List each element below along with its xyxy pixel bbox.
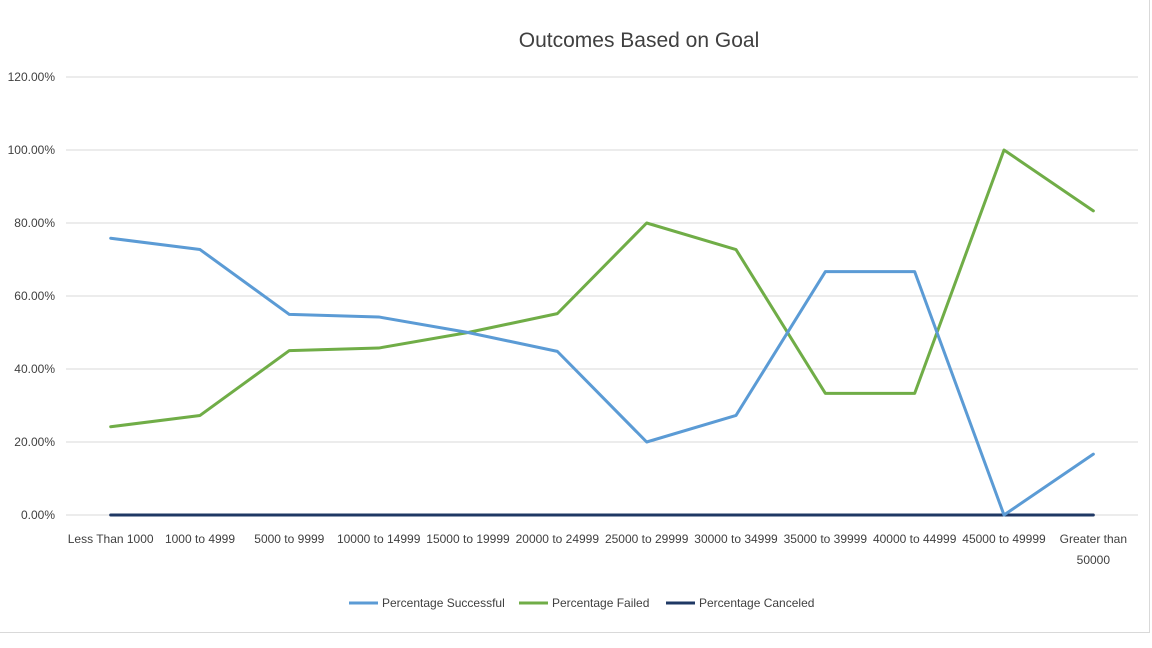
legend-label: Percentage Failed — [552, 596, 649, 610]
series-line-percentage-failed — [109, 148, 1095, 429]
gridlines — [66, 76, 1138, 516]
y-tick-label: 0.00% — [21, 508, 55, 522]
y-tick-label: 80.00% — [14, 216, 55, 230]
y-tick-label: 40.00% — [14, 362, 55, 376]
x-axis-ticks: Less Than 1000 1000 to 4999 5000 to 9999 10… — [68, 532, 1127, 567]
x-tick-label: 1000 to 4999 — [165, 532, 235, 546]
x-tick-label: 15000 to 19999 — [426, 532, 510, 546]
series-line-percentage-successful — [109, 236, 1095, 517]
x-tick-label: 35000 to 39999 — [784, 532, 868, 546]
y-tick-label: 100.00% — [8, 143, 56, 157]
x-tick-label: 25000 to 29999 — [605, 532, 689, 546]
x-tick-label: Less Than 1000 — [68, 532, 154, 546]
x-tick-label: 40000 to 44999 — [873, 532, 957, 546]
x-tick-label: 20000 to 24999 — [516, 532, 600, 546]
legend-label: Percentage Successful — [382, 596, 505, 610]
y-tick-label: 60.00% — [14, 289, 55, 303]
x-tick-label: 30000 to 34999 — [694, 532, 778, 546]
x-tick-label: 5000 to 9999 — [254, 532, 324, 546]
x-tick-label: 45000 to 49999 — [962, 532, 1046, 546]
legend: Percentage Successful Percentage Failed Pe… — [349, 596, 814, 610]
series-lines — [109, 148, 1095, 517]
legend-label: Percentage Canceled — [699, 596, 814, 610]
chart-title: Outcomes Based on Goal — [519, 29, 759, 52]
x-tick-label: 10000 to 14999 — [337, 532, 421, 546]
chart-frame — [0, 0, 1150, 633]
y-tick-label: 120.00% — [8, 70, 56, 84]
y-axis-ticks: 0.00% 20.00% 40.00% 60.00% 80.00% 100.00% 120.… — [8, 70, 56, 522]
y-tick-label: 20.00% — [14, 435, 55, 449]
x-tick-label: Greater than 50000 — [1060, 532, 1127, 567]
